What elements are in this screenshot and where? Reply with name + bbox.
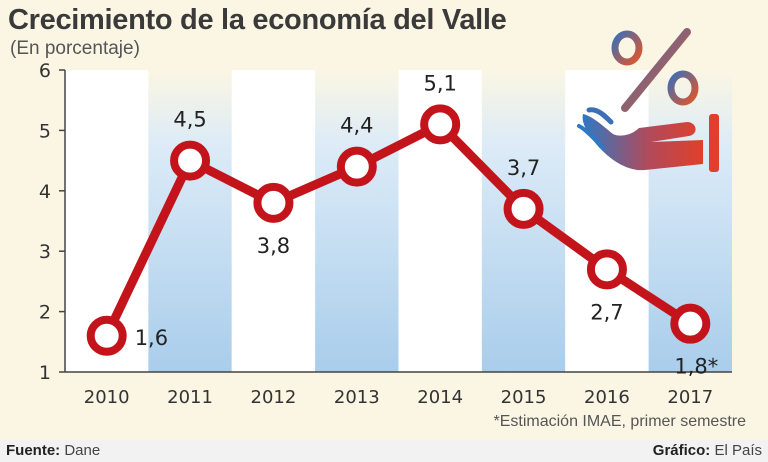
chart-subtitle: (En porcentaje) — [10, 38, 140, 59]
graphic-credit: Gráfico: El País — [653, 442, 762, 459]
data-label-2014: 5,1 — [423, 71, 456, 95]
x-tick-label: 2011 — [167, 387, 213, 408]
band-2013 — [315, 70, 399, 372]
x-tick-label: 2016 — [584, 387, 630, 408]
y-tick-label: 2 — [39, 302, 51, 324]
data-point-2010 — [86, 315, 127, 356]
data-point-2011 — [170, 140, 211, 181]
data-label-2010: 1,6 — [135, 326, 168, 350]
data-point-2016 — [586, 249, 627, 290]
hand-percent-icon — [577, 28, 719, 172]
data-point-2017 — [670, 303, 711, 344]
x-tick-label: 2010 — [84, 387, 130, 408]
footnote: *Estimación IMAE, primer semestre — [493, 413, 746, 430]
x-axis-ticks: 2010 2011 2012 2013 2014 2015 2016 2017 — [84, 387, 713, 408]
column-bands — [65, 70, 732, 372]
footer: Fuente: Dane Gráfico: El País — [0, 440, 768, 462]
data-label-2016: 2,7 — [590, 300, 623, 324]
x-tick-label: 2012 — [251, 387, 297, 408]
y-tick-label: 3 — [39, 241, 51, 263]
source-label: Fuente: — [6, 442, 61, 459]
data-label-2017: 1,8* — [674, 355, 718, 379]
data-label-2013: 4,4 — [340, 114, 373, 138]
x-tick-label: 2015 — [501, 387, 547, 408]
y-tick-label: 4 — [39, 181, 51, 203]
x-tick-label: 2014 — [417, 387, 463, 408]
series-points — [86, 104, 711, 356]
data-label-2011: 4,5 — [173, 108, 206, 132]
data-label-2012: 3,8 — [257, 234, 290, 258]
chart-title: Crecimiento de la economía del Valle — [8, 4, 507, 36]
credit-label: Gráfico: — [652, 442, 711, 459]
data-point-2013 — [336, 146, 377, 187]
data-point-2012 — [253, 182, 294, 223]
y-tick-label: 6 — [39, 60, 51, 82]
data-point-2014 — [420, 104, 461, 145]
y-tick-label: 1 — [39, 362, 51, 384]
data-label-2015: 3,7 — [507, 156, 540, 180]
x-tick-label: 2017 — [667, 387, 713, 408]
axes — [64, 70, 732, 373]
credit-value: El País — [714, 442, 762, 459]
y-axis-ticks: 1 2 3 4 5 6 — [39, 60, 65, 384]
data-point-2015 — [503, 188, 544, 229]
data-labels: 1,6 4,5 3,8 4,4 5,1 3,7 2,7 1,8* — [135, 71, 719, 378]
y-tick-label: 5 — [39, 120, 51, 142]
source-credit: Fuente: Dane — [6, 442, 100, 459]
source-value: Dane — [64, 442, 101, 459]
x-tick-label: 2013 — [334, 387, 380, 408]
